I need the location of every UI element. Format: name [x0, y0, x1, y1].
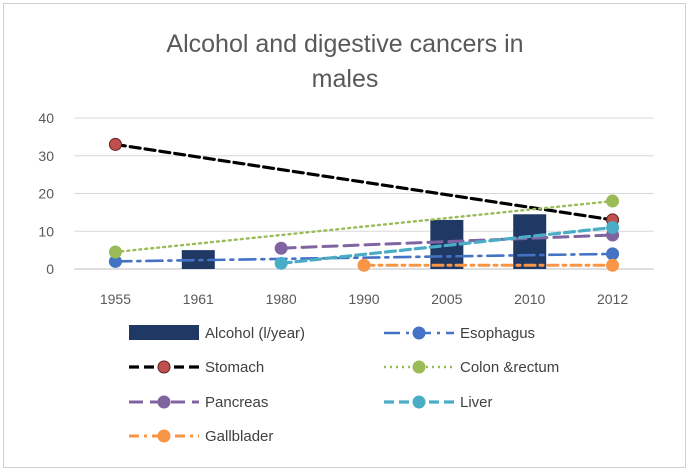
legend-stomach-marker — [157, 360, 171, 374]
y-tick-40: 40 — [38, 110, 54, 126]
legend-esophagus-label: Esophagus — [460, 325, 535, 342]
esophagus-point-2012 — [606, 247, 620, 261]
y-tick-30: 30 — [38, 148, 54, 164]
legend-liver-label: Liver — [460, 394, 493, 411]
chart-title-line-2: males — [312, 65, 379, 93]
gallblader-point-2012 — [606, 258, 620, 272]
legend: Alcohol (l/year) Esophagus Stomach Colon &r… — [129, 325, 559, 445]
esophagus-line — [114, 252, 614, 263]
stomach-line — [113, 142, 615, 222]
legend-alcohol-label: Alcohol (l/year) — [205, 325, 305, 342]
x-tick-1980: 1980 — [266, 291, 297, 307]
chart-svg: Alcohol and digestive cancers in males 0… — [38, 30, 654, 445]
legend-pancreas-label: Pancreas — [205, 394, 268, 411]
colon-rectum-line — [114, 199, 614, 254]
alcohol-bar-2010 — [513, 214, 547, 269]
y-tick-10: 10 — [38, 223, 54, 239]
stomach-point-1955 — [108, 137, 122, 151]
legend-alcohol-swatch — [129, 325, 199, 340]
x-tick-1961: 1961 — [183, 291, 214, 307]
x-tick-1955: 1955 — [100, 291, 131, 307]
colon-rectum-point-2012 — [606, 194, 620, 208]
x-tick-2012: 2012 — [597, 291, 628, 307]
legend-colon-rectum-label: Colon &rectum — [460, 359, 559, 376]
legend-liver-marker — [412, 395, 426, 409]
x-tick-2005: 2005 — [431, 291, 462, 307]
x-tick-2010: 2010 — [514, 291, 545, 307]
y-tick-20: 20 — [38, 186, 54, 202]
legend-gallblader-label: Gallblader — [205, 428, 273, 445]
legend-stomach-label: Stomach — [205, 359, 264, 376]
liver-line — [279, 225, 615, 265]
liver-point-2012 — [606, 220, 620, 234]
grid-lines — [74, 117, 654, 270]
legend-gallblader-marker — [157, 429, 171, 443]
cancer-lines — [108, 137, 620, 272]
legend-colon-rectum-marker — [412, 360, 426, 374]
legend-pancreas-marker — [157, 395, 171, 409]
pancreas-line — [279, 233, 615, 250]
legend-esophagus-marker — [412, 326, 426, 340]
chart-frame: Alcohol and digestive cancers in males 0… — [3, 3, 686, 468]
y-tick-0: 0 — [46, 261, 54, 277]
liver-point-1980 — [274, 256, 288, 270]
pancreas-point-1980 — [274, 241, 288, 255]
chart-title-line-1: Alcohol and digestive cancers in — [166, 30, 523, 58]
colon-rectum-point-1955 — [108, 245, 122, 259]
y-axis-tick-labels: 0 10 20 30 40 — [38, 110, 54, 277]
x-axis-tick-labels: 1955 1961 1980 1990 2005 2010 2012 — [100, 291, 629, 307]
x-tick-1990: 1990 — [348, 291, 379, 307]
gallblader-point-1990 — [357, 258, 371, 272]
